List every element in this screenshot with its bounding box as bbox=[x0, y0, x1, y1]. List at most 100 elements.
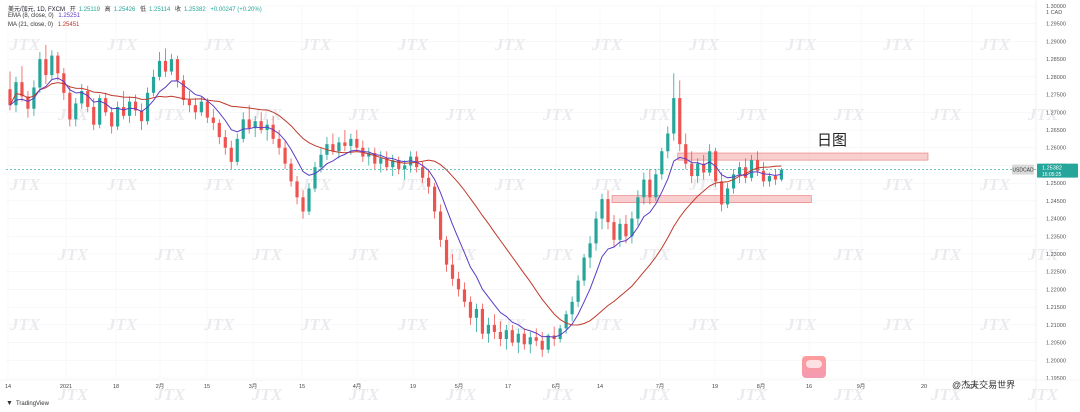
watermark-text: JTX bbox=[688, 35, 720, 54]
x-tick-label: 16 bbox=[806, 384, 812, 390]
currency-label: 1 CAD bbox=[1046, 10, 1062, 16]
watermark-text: JTX bbox=[57, 105, 89, 124]
candle-body bbox=[696, 163, 700, 177]
legend-ma[interactable]: MA (21, close, 0) 1.25451 bbox=[8, 22, 82, 28]
watermark-text: JTX bbox=[1027, 245, 1059, 264]
y-tick-label: 1.20500 bbox=[1046, 341, 1066, 347]
candle-body bbox=[654, 174, 658, 198]
y-tick-label: 1.30000 bbox=[1046, 4, 1066, 10]
y-tick-label: 1.24500 bbox=[1046, 199, 1066, 205]
candle-body bbox=[438, 211, 443, 240]
candle-body bbox=[761, 170, 766, 182]
candle-body bbox=[175, 59, 180, 81]
high-value: 1.25426 bbox=[113, 7, 136, 13]
watermark-text: JTX bbox=[494, 315, 526, 334]
candle-body bbox=[128, 101, 132, 116]
indicator-lines: 日图 bbox=[9, 77, 847, 338]
candle-body bbox=[223, 137, 227, 148]
candle-body bbox=[540, 340, 544, 350]
candle-body bbox=[642, 179, 646, 198]
y-tick-label: 1.26500 bbox=[1046, 128, 1066, 134]
watermark-text: JTX bbox=[494, 175, 526, 194]
watermark-text: JTX bbox=[57, 245, 89, 264]
candle-body bbox=[68, 92, 72, 120]
y-tick-label: 1.24000 bbox=[1046, 217, 1066, 223]
x-tick-label: 4月 bbox=[353, 383, 362, 390]
candle-body bbox=[749, 160, 754, 178]
candle-body bbox=[133, 101, 138, 111]
candle-body bbox=[600, 199, 604, 219]
watermark-text: JTX bbox=[833, 245, 865, 264]
candle-body bbox=[624, 223, 628, 237]
candle-body bbox=[331, 144, 335, 152]
candle-body bbox=[181, 80, 186, 100]
y-tick-label: 1.28000 bbox=[1046, 75, 1066, 81]
watermark-text: JTX bbox=[251, 385, 283, 404]
candle-body bbox=[271, 124, 275, 139]
candle-body bbox=[20, 82, 24, 97]
watermark-text: JTX bbox=[639, 245, 671, 264]
candle-body bbox=[343, 142, 347, 146]
tradingview-brand[interactable]: ▼ TradingView bbox=[6, 400, 49, 407]
candle-body bbox=[74, 103, 78, 120]
legend-ema[interactable]: EMA (8, close, 0) 1.25251 bbox=[8, 13, 83, 19]
watermark-text: JTX bbox=[203, 315, 235, 334]
candle-body bbox=[576, 280, 580, 302]
watermark-text: JTX bbox=[979, 175, 1011, 194]
watermark-text: JTX bbox=[106, 35, 138, 54]
watermark-text: JTX bbox=[445, 105, 477, 124]
watermark-text: JTX bbox=[154, 245, 186, 264]
watermark-text: JTX bbox=[882, 315, 914, 334]
x-tick-label: 15 bbox=[299, 384, 305, 390]
resistance-support-zone bbox=[611, 195, 812, 203]
watermark-text: JTX bbox=[9, 35, 41, 54]
watermark-text: JTX bbox=[57, 385, 89, 404]
x-tick-label: 18 bbox=[113, 384, 119, 390]
candle-body bbox=[110, 112, 114, 127]
change-value: +0.00247 (+0.20%) bbox=[210, 7, 262, 13]
fox-sticker-icon bbox=[802, 356, 826, 378]
candle-body bbox=[546, 335, 550, 350]
y-tick-label: 1.19500 bbox=[1046, 376, 1066, 382]
y-tick-label: 1.23000 bbox=[1046, 252, 1066, 258]
candle-body bbox=[397, 160, 401, 169]
x-tick-label: 14 bbox=[597, 384, 603, 390]
ma-value: 1.25451 bbox=[57, 22, 80, 28]
candle-body bbox=[193, 105, 197, 113]
candle-body bbox=[367, 153, 371, 157]
candle-body bbox=[660, 151, 664, 175]
watermark-text: JTX bbox=[397, 315, 429, 334]
ema-line bbox=[9, 77, 782, 338]
candle-body bbox=[26, 96, 30, 109]
candle-body bbox=[427, 177, 431, 187]
candle-body bbox=[403, 165, 407, 169]
candle-body bbox=[235, 138, 239, 162]
candle-body bbox=[630, 218, 634, 237]
y-tick-label: 1.27000 bbox=[1046, 110, 1066, 116]
candle-body bbox=[259, 121, 263, 130]
watermark-text: JTX bbox=[833, 385, 865, 404]
watermark-text: JTX bbox=[639, 385, 671, 404]
x-tick-label: 14 bbox=[5, 384, 11, 390]
candle-body bbox=[289, 163, 293, 182]
y-tick-label: 1.27500 bbox=[1046, 93, 1066, 99]
last-price-tag bbox=[1037, 163, 1078, 178]
y-tick-label: 1.29500 bbox=[1046, 22, 1066, 28]
candle-body bbox=[349, 138, 353, 146]
candle-body bbox=[151, 76, 156, 93]
y-tick-label: 1.22000 bbox=[1046, 287, 1066, 293]
watermark-text: JTX bbox=[154, 385, 186, 404]
candle-body bbox=[534, 337, 538, 341]
y-tick-label: 1.21000 bbox=[1046, 323, 1066, 329]
candle-body bbox=[767, 176, 772, 182]
candle-body bbox=[301, 197, 305, 212]
watermark-text: JTX bbox=[736, 245, 768, 264]
watermark-text: JTX bbox=[979, 35, 1011, 54]
candle-body bbox=[510, 330, 514, 343]
candle-body bbox=[80, 91, 84, 104]
x-tick-label: 6月 bbox=[552, 383, 561, 390]
candle-body bbox=[283, 147, 287, 164]
x-tick-label: 20 bbox=[921, 384, 927, 390]
candle-body bbox=[44, 59, 48, 76]
